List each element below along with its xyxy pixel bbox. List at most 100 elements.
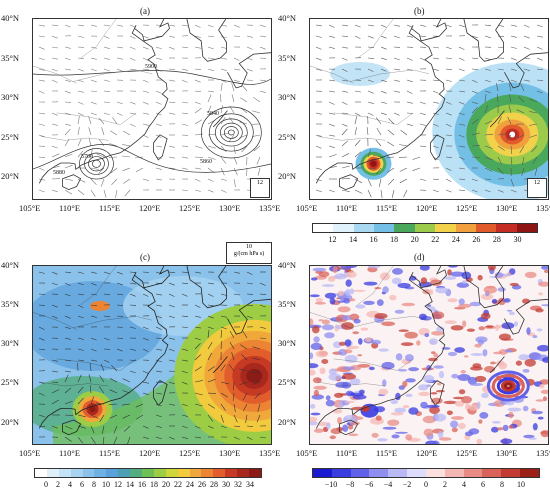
- colorbar-label: 6: [481, 480, 485, 489]
- wind-vector: [129, 370, 136, 374]
- wind-vector: [155, 425, 162, 428]
- wind-vector: [510, 145, 513, 155]
- wind-vector: [38, 68, 45, 71]
- wind-vector: [207, 315, 214, 319]
- lon-tick-a: 125°E: [179, 203, 201, 213]
- wind-vector: [90, 348, 97, 352]
- divergence-cell: [458, 298, 465, 305]
- wind-vector: [77, 79, 84, 83]
- wind-vector: [181, 381, 188, 385]
- divergence-cell: [454, 400, 465, 407]
- wind-vector: [129, 101, 136, 105]
- divergence-cell: [537, 344, 548, 352]
- wind-vector: [242, 392, 248, 401]
- divergence-cell: [310, 369, 316, 376]
- wind-vector: [90, 436, 96, 444]
- divergence-cell: [460, 370, 466, 374]
- wind-vector: [98, 386, 105, 394]
- divergence-cell: [329, 435, 336, 440]
- wind-vector: [129, 326, 136, 329]
- wind-vector: [315, 24, 322, 27]
- wind-vector: [181, 24, 188, 27]
- wind-vector: [88, 116, 92, 125]
- wind-vector: [458, 79, 465, 82]
- wind-vector: [103, 68, 110, 72]
- coastline: [430, 380, 445, 406]
- wind-vector: [231, 83, 235, 92]
- divergence-cell: [332, 408, 343, 414]
- wind-vector: [207, 90, 214, 93]
- wind-vector: [220, 392, 228, 398]
- colorbar-label: 8: [92, 480, 96, 489]
- wind-vector: [108, 403, 118, 405]
- divergence-cell: [321, 324, 334, 331]
- wind-vector: [155, 326, 162, 330]
- wind-vector: [315, 68, 322, 71]
- wind-vector: [155, 167, 162, 170]
- divergence-cell: [405, 393, 413, 397]
- wind-vector: [64, 293, 71, 297]
- wind-vector: [529, 111, 538, 114]
- wind-vector: [168, 145, 175, 148]
- wind-vector: [229, 330, 235, 339]
- lon-tick-c: 120°E: [139, 448, 161, 458]
- wind-vector: [142, 271, 150, 273]
- wind-vector: [207, 304, 214, 307]
- wind-vector: [354, 178, 363, 184]
- wind-vector: [194, 101, 201, 105]
- coastline: [61, 174, 82, 191]
- divergence-cell: [522, 298, 530, 304]
- divergence-cell: [497, 287, 506, 292]
- divergence-cell: [481, 293, 494, 300]
- wind-vector: [328, 79, 335, 82]
- wind-vector: [90, 101, 97, 105]
- wind-vector: [315, 134, 322, 137]
- wind-vector: [51, 79, 58, 83]
- wind-vector: [116, 282, 123, 286]
- wind-vector: [510, 79, 517, 83]
- divergence-cell: [378, 388, 389, 396]
- wind-vector: [122, 403, 131, 406]
- divergence-cell: [463, 355, 469, 358]
- wind-vector: [207, 326, 214, 330]
- colorbar-label: 2: [56, 480, 60, 489]
- divergence-cell: [423, 375, 435, 383]
- colorbar-swatch: [350, 469, 370, 477]
- wind-vector: [220, 403, 226, 411]
- wind-vector: [207, 178, 214, 182]
- divergence-cell: [310, 403, 316, 409]
- province-boundary: [310, 312, 354, 330]
- province-boundary: [33, 312, 77, 330]
- wind-vector: [458, 189, 466, 191]
- wind-vector: [233, 35, 241, 37]
- divergence-cell: [456, 282, 469, 288]
- wind-vector: [77, 315, 84, 319]
- wind-vector: [367, 167, 376, 170]
- divergence-cell: [342, 424, 349, 432]
- wind-vector: [259, 35, 266, 38]
- wind-vector: [77, 359, 85, 361]
- wind-vector: [367, 149, 372, 158]
- divergence-cell: [319, 367, 326, 375]
- wind-vector: [484, 156, 493, 161]
- wind-vector: [445, 189, 452, 193]
- wind-vector: [207, 145, 216, 149]
- divergence-cell: [509, 282, 519, 287]
- wind-vector: [341, 46, 348, 49]
- wind-vector: [207, 425, 214, 429]
- wind-vector: [51, 153, 60, 158]
- wind-vector: [387, 141, 395, 147]
- flux-area: [89, 406, 96, 413]
- panel-c-map: [32, 265, 272, 445]
- panel-c-label: (c): [140, 252, 150, 262]
- divergence-cell: [353, 318, 361, 324]
- divergence-cell: [367, 266, 381, 269]
- wind-vector: [155, 315, 162, 319]
- province-boundary: [40, 381, 109, 387]
- coastline: [38, 19, 170, 184]
- divergence-cell: [431, 440, 440, 444]
- wind-vector: [419, 178, 426, 181]
- divergence-cell: [405, 434, 413, 441]
- wind-vector: [231, 352, 235, 361]
- divergence-cell: [522, 369, 530, 373]
